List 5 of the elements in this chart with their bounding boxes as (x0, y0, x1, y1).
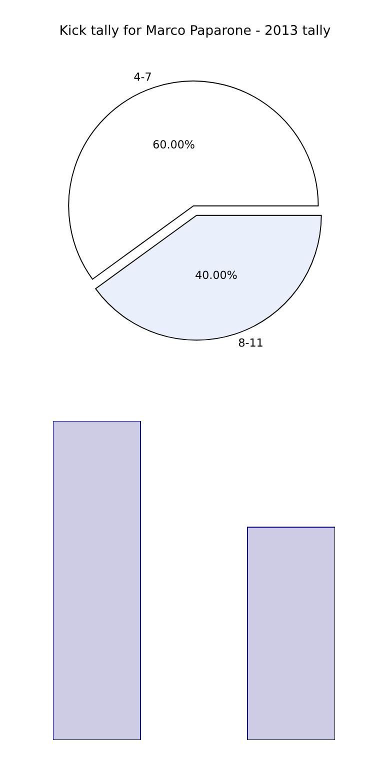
slice-label: 8-11 (238, 338, 262, 347)
slice-label: 4-7 (134, 72, 151, 81)
chart-title: Kick tally for Marco Paparone - 2013 tally (60, 24, 330, 38)
data-label: 40.00% (196, 270, 237, 280)
data-label: 60.00% (153, 140, 194, 149)
